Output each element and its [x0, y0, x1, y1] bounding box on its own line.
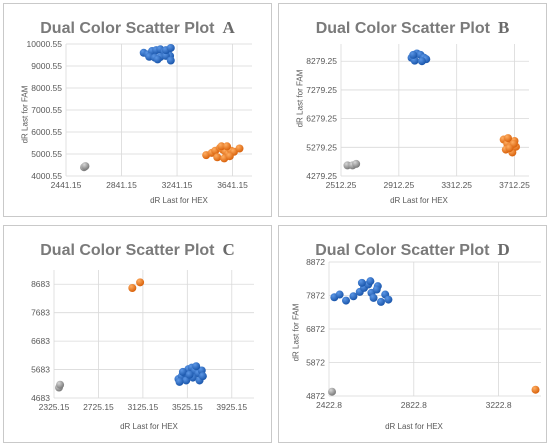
chart-panel-b: Dual Color Scatter Plot B 2512.25 2912.25 3…	[278, 3, 547, 217]
x-tick-label: 2512.25	[326, 180, 357, 190]
y-tick-label: 5683	[31, 365, 50, 375]
x-tick-label: 3125.15	[128, 402, 159, 412]
y-tick-label: 7000.55	[31, 105, 62, 115]
scatter-point-blue	[409, 50, 418, 59]
scatter-point-blue	[335, 290, 344, 299]
y-tick-label: 7683	[31, 308, 50, 318]
panel-letter: A	[222, 18, 235, 37]
scatter-point-blue	[153, 55, 162, 64]
chart-title: Dual Color Scatter Plot B	[315, 18, 510, 37]
y-tick-label: 8000.55	[31, 83, 62, 93]
scatter-point-blue	[376, 297, 385, 306]
x-tick-label: 2325.15	[39, 402, 70, 412]
y-tick-label: 10000.55	[27, 39, 63, 49]
y-tick-label: 6000.55	[31, 127, 62, 137]
x-tick-label: 2912.25	[383, 180, 414, 190]
scatter-point-blue	[342, 296, 351, 305]
x-tick-label: 2841.15	[106, 180, 137, 190]
scatter-point-gray	[328, 387, 337, 396]
scatter-point-gray	[81, 162, 90, 171]
panel-letter: B	[497, 18, 510, 37]
x-tick-label: 3525.15	[172, 402, 203, 412]
scatter-point-blue	[369, 293, 378, 302]
scatter-point-orange	[213, 153, 222, 162]
scatter-point-gray	[56, 380, 65, 389]
x-tick-label: 2822.8	[401, 400, 427, 410]
scatter-point-orange	[503, 134, 512, 143]
plot-area: 2325.15 2725.15 3125.15 3525.15 3925.15 4683 5…	[31, 270, 254, 412]
scatter-point-blue	[185, 370, 194, 379]
x-tick-label: 3925.15	[216, 402, 247, 412]
scatter-point-blue	[366, 277, 375, 286]
scatter-point-blue	[166, 43, 175, 52]
panel-letter: C	[222, 240, 235, 259]
chart-title: Dual Color Scatter Plot A	[40, 18, 235, 37]
x-axis-label: dR Last for HEX	[150, 196, 208, 205]
y-axis-label: dR Last for FAM	[20, 85, 30, 144]
scatter-point-blue	[198, 372, 207, 381]
x-tick-label: 3641.15	[217, 180, 248, 190]
y-tick-label: 8683	[31, 279, 50, 289]
scatter-point-blue	[178, 367, 187, 376]
scatter-point-blue	[384, 295, 393, 304]
scatter-point-orange	[235, 144, 244, 153]
panel-letter: D	[497, 240, 510, 259]
y-tick-label: 5279.25	[306, 142, 337, 152]
scatter-point-orange	[531, 385, 540, 394]
y-tick-label: 4683	[31, 393, 50, 403]
y-axis-label: dR Last for FAM	[295, 69, 305, 128]
y-tick-label: 8872	[306, 257, 325, 267]
scatter-point-blue	[357, 278, 366, 287]
scatter-point-blue	[349, 292, 358, 301]
plot-area: 2512.25 2912.25 3312.25 3712.25 4279.25 5279.…	[306, 44, 530, 190]
y-axis-label: dR Last for FAM	[291, 303, 301, 362]
y-tick-label: 7279.25	[306, 85, 337, 95]
scatter-point-blue	[192, 362, 201, 371]
scatter-point-orange	[128, 284, 137, 293]
chart-panel-d: Dual Color Scatter Plot D 2422.8 2822.8 322…	[278, 225, 547, 443]
y-tick-label: 5872	[306, 358, 325, 368]
x-axis-label: dR Last for HEX	[385, 422, 443, 431]
x-tick-label: 2725.15	[83, 402, 114, 412]
y-tick-label: 6872	[306, 324, 325, 334]
x-tick-label: 3712.25	[499, 180, 530, 190]
scatter-point-orange	[222, 142, 231, 151]
x-tick-label: 3312.25	[441, 180, 472, 190]
y-tick-label: 9000.55	[31, 61, 62, 71]
y-tick-label: 7872	[306, 291, 325, 301]
y-tick-label: 4279.25	[306, 171, 337, 181]
y-tick-label: 8279.25	[306, 56, 337, 66]
x-tick-label: 3241.15	[162, 180, 193, 190]
plot-area: 2441.15 2841.15 3241.15 3641.15 4000.55 5000.…	[27, 39, 252, 190]
y-tick-label: 4872	[306, 391, 325, 401]
scatter-point-orange	[217, 142, 226, 151]
plot-area: 2422.8 2822.8 3222.8 4872 5872 6872 7872 8872	[306, 257, 541, 410]
x-axis-label: dR Last for HEX	[390, 196, 448, 205]
chart-panel-a: Dual Color Scatter Plot A 2441.15 2841.15 3…	[3, 3, 272, 217]
scatter-point-blue	[166, 56, 175, 65]
y-tick-label: 6683	[31, 336, 50, 346]
scatter-point-blue	[417, 57, 426, 66]
scatter-point-orange	[225, 152, 234, 161]
y-tick-label: 5000.55	[31, 149, 62, 159]
y-tick-label: 4000.55	[31, 171, 62, 181]
x-tick-label: 2441.15	[51, 180, 82, 190]
chart-panel-c: Dual Color Scatter Plot C 2325.15 2725.15 3…	[3, 225, 272, 443]
chart-title: Dual Color Scatter Plot C	[40, 240, 235, 259]
x-tick-label: 3222.8	[486, 400, 512, 410]
chart-title: Dual Color Scatter Plot D	[315, 240, 510, 259]
scatter-point-gray	[352, 159, 361, 168]
y-tick-label: 6279.25	[306, 114, 337, 124]
x-axis-label: dR Last for HEX	[120, 422, 178, 431]
scatter-point-orange	[505, 144, 514, 153]
scatter-point-orange	[136, 278, 145, 287]
x-tick-label: 2422.8	[316, 400, 342, 410]
scatter-point-blue	[372, 285, 381, 294]
scatter-point-blue	[175, 377, 184, 386]
